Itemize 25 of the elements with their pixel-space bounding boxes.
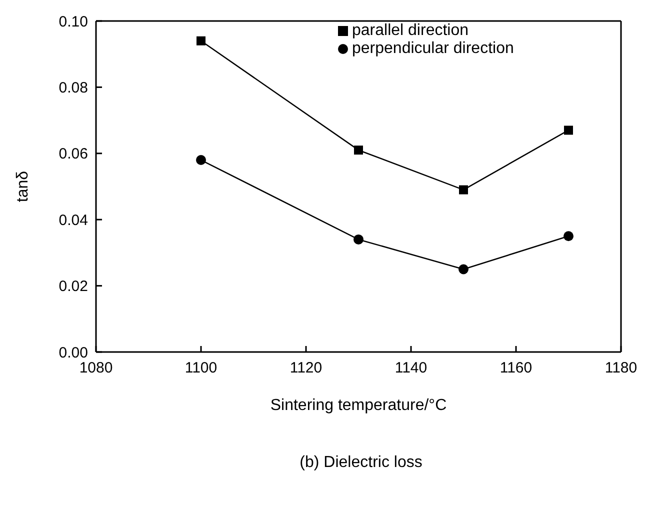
y-axis-title: tanδ	[14, 170, 32, 202]
point	[564, 231, 574, 242]
y-tick-label: 0.00	[58, 344, 88, 362]
point	[458, 264, 468, 274]
point	[354, 234, 364, 244]
y-tick-label: 0.08	[58, 80, 88, 97]
point	[196, 36, 206, 46]
text: (b) Dielectric loss	[298, 454, 424, 472]
point	[354, 146, 363, 155]
x-tick-label: 1180	[604, 360, 638, 377]
x-tick-label: 1100	[184, 360, 218, 377]
legend-label: perpendicular direction	[352, 40, 514, 57]
x-tick-label: 1120	[290, 360, 322, 377]
y-tick-label: 0.06	[58, 146, 88, 163]
x-tick-label: 1140	[394, 360, 428, 377]
point	[196, 155, 206, 166]
x-tick-label: 1080	[79, 360, 113, 377]
point	[459, 185, 468, 194]
y-tick-label: 0.10	[58, 13, 88, 30]
legend-label: parallel direction	[352, 22, 469, 39]
x-tick-label: 1160	[500, 360, 532, 377]
point	[564, 126, 573, 135]
x-axis-title: Sintering temperature/°C	[270, 397, 447, 414]
y-tick-label: 0.04	[58, 212, 88, 229]
y-tick-label: 0.02	[58, 278, 88, 296]
